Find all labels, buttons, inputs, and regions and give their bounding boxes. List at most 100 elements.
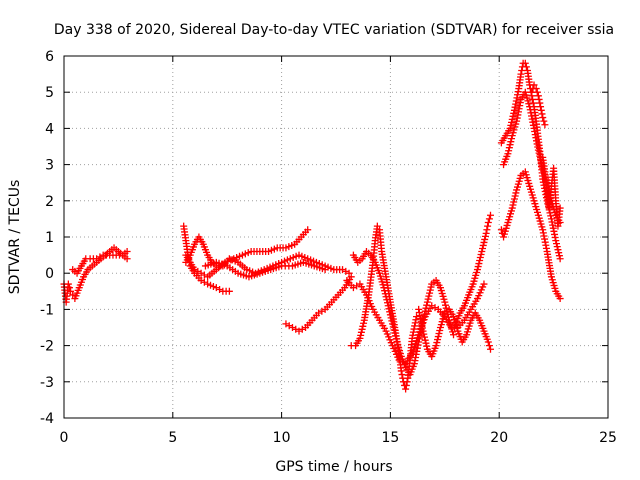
x-tick-label: 0 xyxy=(60,430,69,446)
data-point xyxy=(481,232,489,240)
data-point xyxy=(535,149,543,157)
data-point xyxy=(479,241,487,249)
chart-title: Day 338 of 2020, Sidereal Day-to-day VTE… xyxy=(54,22,614,38)
data-point xyxy=(486,345,494,353)
data-point xyxy=(510,109,518,117)
data-point xyxy=(398,371,406,379)
data-point xyxy=(391,332,399,340)
data-point xyxy=(304,226,312,234)
data-point xyxy=(484,222,492,230)
data-point xyxy=(397,367,405,375)
data-point xyxy=(67,287,75,295)
data-point xyxy=(436,327,444,335)
data-point xyxy=(360,319,368,327)
y-tick-label: 6 xyxy=(45,49,54,65)
data-point xyxy=(391,329,399,337)
data-point xyxy=(508,204,516,212)
data-point xyxy=(373,222,381,230)
data-point xyxy=(478,247,486,255)
data-point xyxy=(540,117,548,125)
data-point xyxy=(508,135,516,143)
data-point xyxy=(533,88,541,96)
data-point xyxy=(532,85,540,93)
data-point xyxy=(497,226,505,234)
data-point xyxy=(539,114,547,122)
data-point xyxy=(402,385,410,393)
data-point xyxy=(510,195,518,203)
data-point xyxy=(530,81,538,89)
x-axis-label: GPS time / hours xyxy=(275,459,392,475)
data-point xyxy=(410,343,418,351)
y-axis-label: SDTVAR / TECUs xyxy=(7,180,23,295)
data-point xyxy=(420,333,428,341)
data-point xyxy=(345,269,353,277)
data-point xyxy=(556,295,564,303)
data-point xyxy=(485,215,493,223)
x-tick-label: 5 xyxy=(168,430,177,446)
data-point xyxy=(553,240,561,248)
data-point xyxy=(556,204,564,212)
data-point xyxy=(517,70,525,78)
data-point xyxy=(426,286,434,294)
data-point xyxy=(420,330,428,338)
data-point xyxy=(413,337,421,345)
data-point xyxy=(435,330,443,338)
data-point xyxy=(425,292,433,300)
data-point xyxy=(477,250,485,258)
data-point xyxy=(552,237,560,245)
data-point xyxy=(476,254,484,262)
data-point xyxy=(409,346,417,354)
data-point xyxy=(411,340,419,348)
data-point xyxy=(389,323,397,331)
data-point xyxy=(441,298,449,306)
data-point xyxy=(383,299,391,307)
data-point xyxy=(413,313,421,321)
data-point xyxy=(386,311,394,319)
data-point xyxy=(485,342,493,350)
data-point xyxy=(421,336,429,344)
data-point xyxy=(65,284,73,292)
data-point xyxy=(384,302,392,310)
data-point xyxy=(507,138,515,146)
data-point xyxy=(433,339,441,347)
data-point xyxy=(537,103,545,111)
data-point xyxy=(508,118,516,126)
data-point xyxy=(534,92,542,100)
data-point xyxy=(529,99,537,107)
data-point xyxy=(387,314,395,322)
data-point xyxy=(483,226,491,234)
data-point xyxy=(64,280,72,288)
data-point xyxy=(534,146,542,154)
y-tick-label: -3 xyxy=(40,375,54,391)
data-point xyxy=(357,328,365,336)
data-point xyxy=(555,252,563,260)
data-point xyxy=(69,291,77,299)
data-point xyxy=(555,249,563,257)
data-point xyxy=(427,283,435,291)
data-point xyxy=(473,266,481,274)
data-point xyxy=(321,266,329,274)
data-point xyxy=(479,244,487,252)
data-point xyxy=(426,289,434,297)
data-point xyxy=(481,235,489,243)
data-point xyxy=(484,338,492,346)
data-point xyxy=(434,336,442,344)
data-point xyxy=(357,331,365,339)
data-point xyxy=(512,189,520,197)
y-tick-label: -4 xyxy=(40,411,54,427)
data-point xyxy=(535,95,543,103)
data-point xyxy=(536,99,544,107)
data-point xyxy=(382,293,390,301)
y-tick-label: -1 xyxy=(40,302,54,318)
data-point xyxy=(434,333,442,341)
data-point xyxy=(486,211,494,219)
data-point xyxy=(482,229,490,237)
x-tick-label: 15 xyxy=(381,430,399,446)
data-point xyxy=(123,247,131,255)
data-point xyxy=(509,201,517,209)
data-point xyxy=(511,192,519,200)
data-point xyxy=(386,308,394,316)
y-tick-label: 0 xyxy=(45,266,54,282)
data-point xyxy=(450,331,458,339)
